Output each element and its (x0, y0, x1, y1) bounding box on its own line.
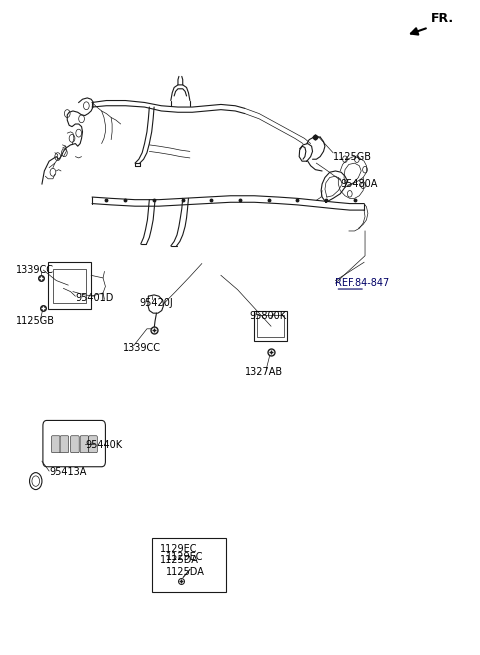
Text: 1125GB: 1125GB (16, 316, 55, 326)
Text: 1339CC: 1339CC (16, 265, 54, 275)
Text: 95480A: 95480A (340, 179, 378, 189)
Bar (48, 262, 91, 309)
Text: REF.84-847: REF.84-847 (336, 278, 390, 288)
Text: 1129EC: 1129EC (160, 544, 198, 554)
FancyBboxPatch shape (51, 436, 60, 453)
Text: 95800K: 95800K (250, 310, 287, 321)
FancyBboxPatch shape (89, 436, 97, 453)
Bar (53, 269, 86, 303)
FancyBboxPatch shape (80, 436, 89, 453)
Text: 1125GB: 1125GB (333, 151, 372, 162)
Text: FR.: FR. (431, 12, 454, 25)
Text: 95413A: 95413A (49, 467, 86, 477)
Text: 1125DA: 1125DA (160, 555, 199, 565)
Text: 1339CC: 1339CC (123, 343, 161, 353)
FancyBboxPatch shape (60, 436, 69, 453)
Text: 1327AB: 1327AB (245, 367, 283, 377)
Bar (254, 311, 287, 341)
Text: 95440K: 95440K (85, 440, 122, 450)
Text: 1125DA: 1125DA (166, 567, 205, 577)
Text: 95401D: 95401D (75, 293, 114, 303)
FancyBboxPatch shape (71, 436, 79, 453)
Text: 95420J: 95420J (140, 298, 174, 308)
Bar (152, 538, 226, 591)
Text: 1129EC: 1129EC (166, 552, 204, 562)
Bar (257, 315, 284, 337)
